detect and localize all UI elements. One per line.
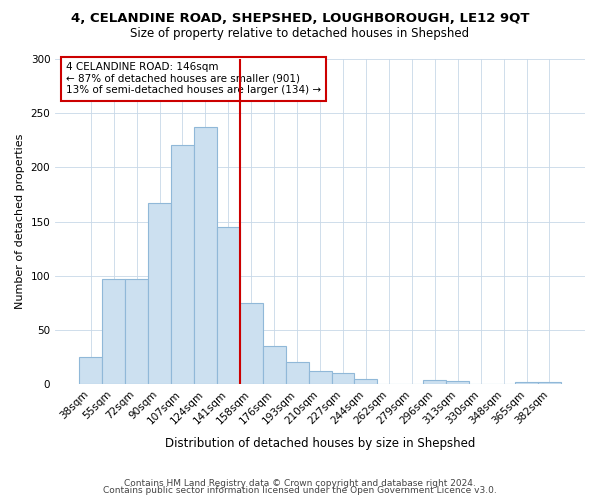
Bar: [538, 382, 561, 384]
Bar: [171, 144, 194, 384]
X-axis label: Distribution of detached houses by size in Shepshed: Distribution of detached houses by size …: [165, 437, 475, 450]
Bar: [446, 381, 469, 384]
Bar: [308, 371, 332, 384]
Bar: [355, 379, 377, 384]
Bar: [194, 128, 217, 384]
Text: 4, CELANDINE ROAD, SHEPSHED, LOUGHBOROUGH, LE12 9QT: 4, CELANDINE ROAD, SHEPSHED, LOUGHBOROUG…: [71, 12, 529, 26]
Bar: [332, 374, 355, 384]
Bar: [148, 203, 171, 384]
Bar: [240, 303, 263, 384]
Text: Size of property relative to detached houses in Shepshed: Size of property relative to detached ho…: [130, 28, 470, 40]
Bar: [79, 357, 102, 384]
Bar: [102, 279, 125, 384]
Bar: [515, 382, 538, 384]
Text: Contains HM Land Registry data © Crown copyright and database right 2024.: Contains HM Land Registry data © Crown c…: [124, 478, 476, 488]
Bar: [125, 279, 148, 384]
Y-axis label: Number of detached properties: Number of detached properties: [15, 134, 25, 310]
Text: 4 CELANDINE ROAD: 146sqm
← 87% of detached houses are smaller (901)
13% of semi-: 4 CELANDINE ROAD: 146sqm ← 87% of detach…: [66, 62, 321, 96]
Bar: [263, 346, 286, 384]
Bar: [423, 380, 446, 384]
Text: Contains public sector information licensed under the Open Government Licence v3: Contains public sector information licen…: [103, 486, 497, 495]
Bar: [286, 362, 308, 384]
Bar: [217, 227, 240, 384]
